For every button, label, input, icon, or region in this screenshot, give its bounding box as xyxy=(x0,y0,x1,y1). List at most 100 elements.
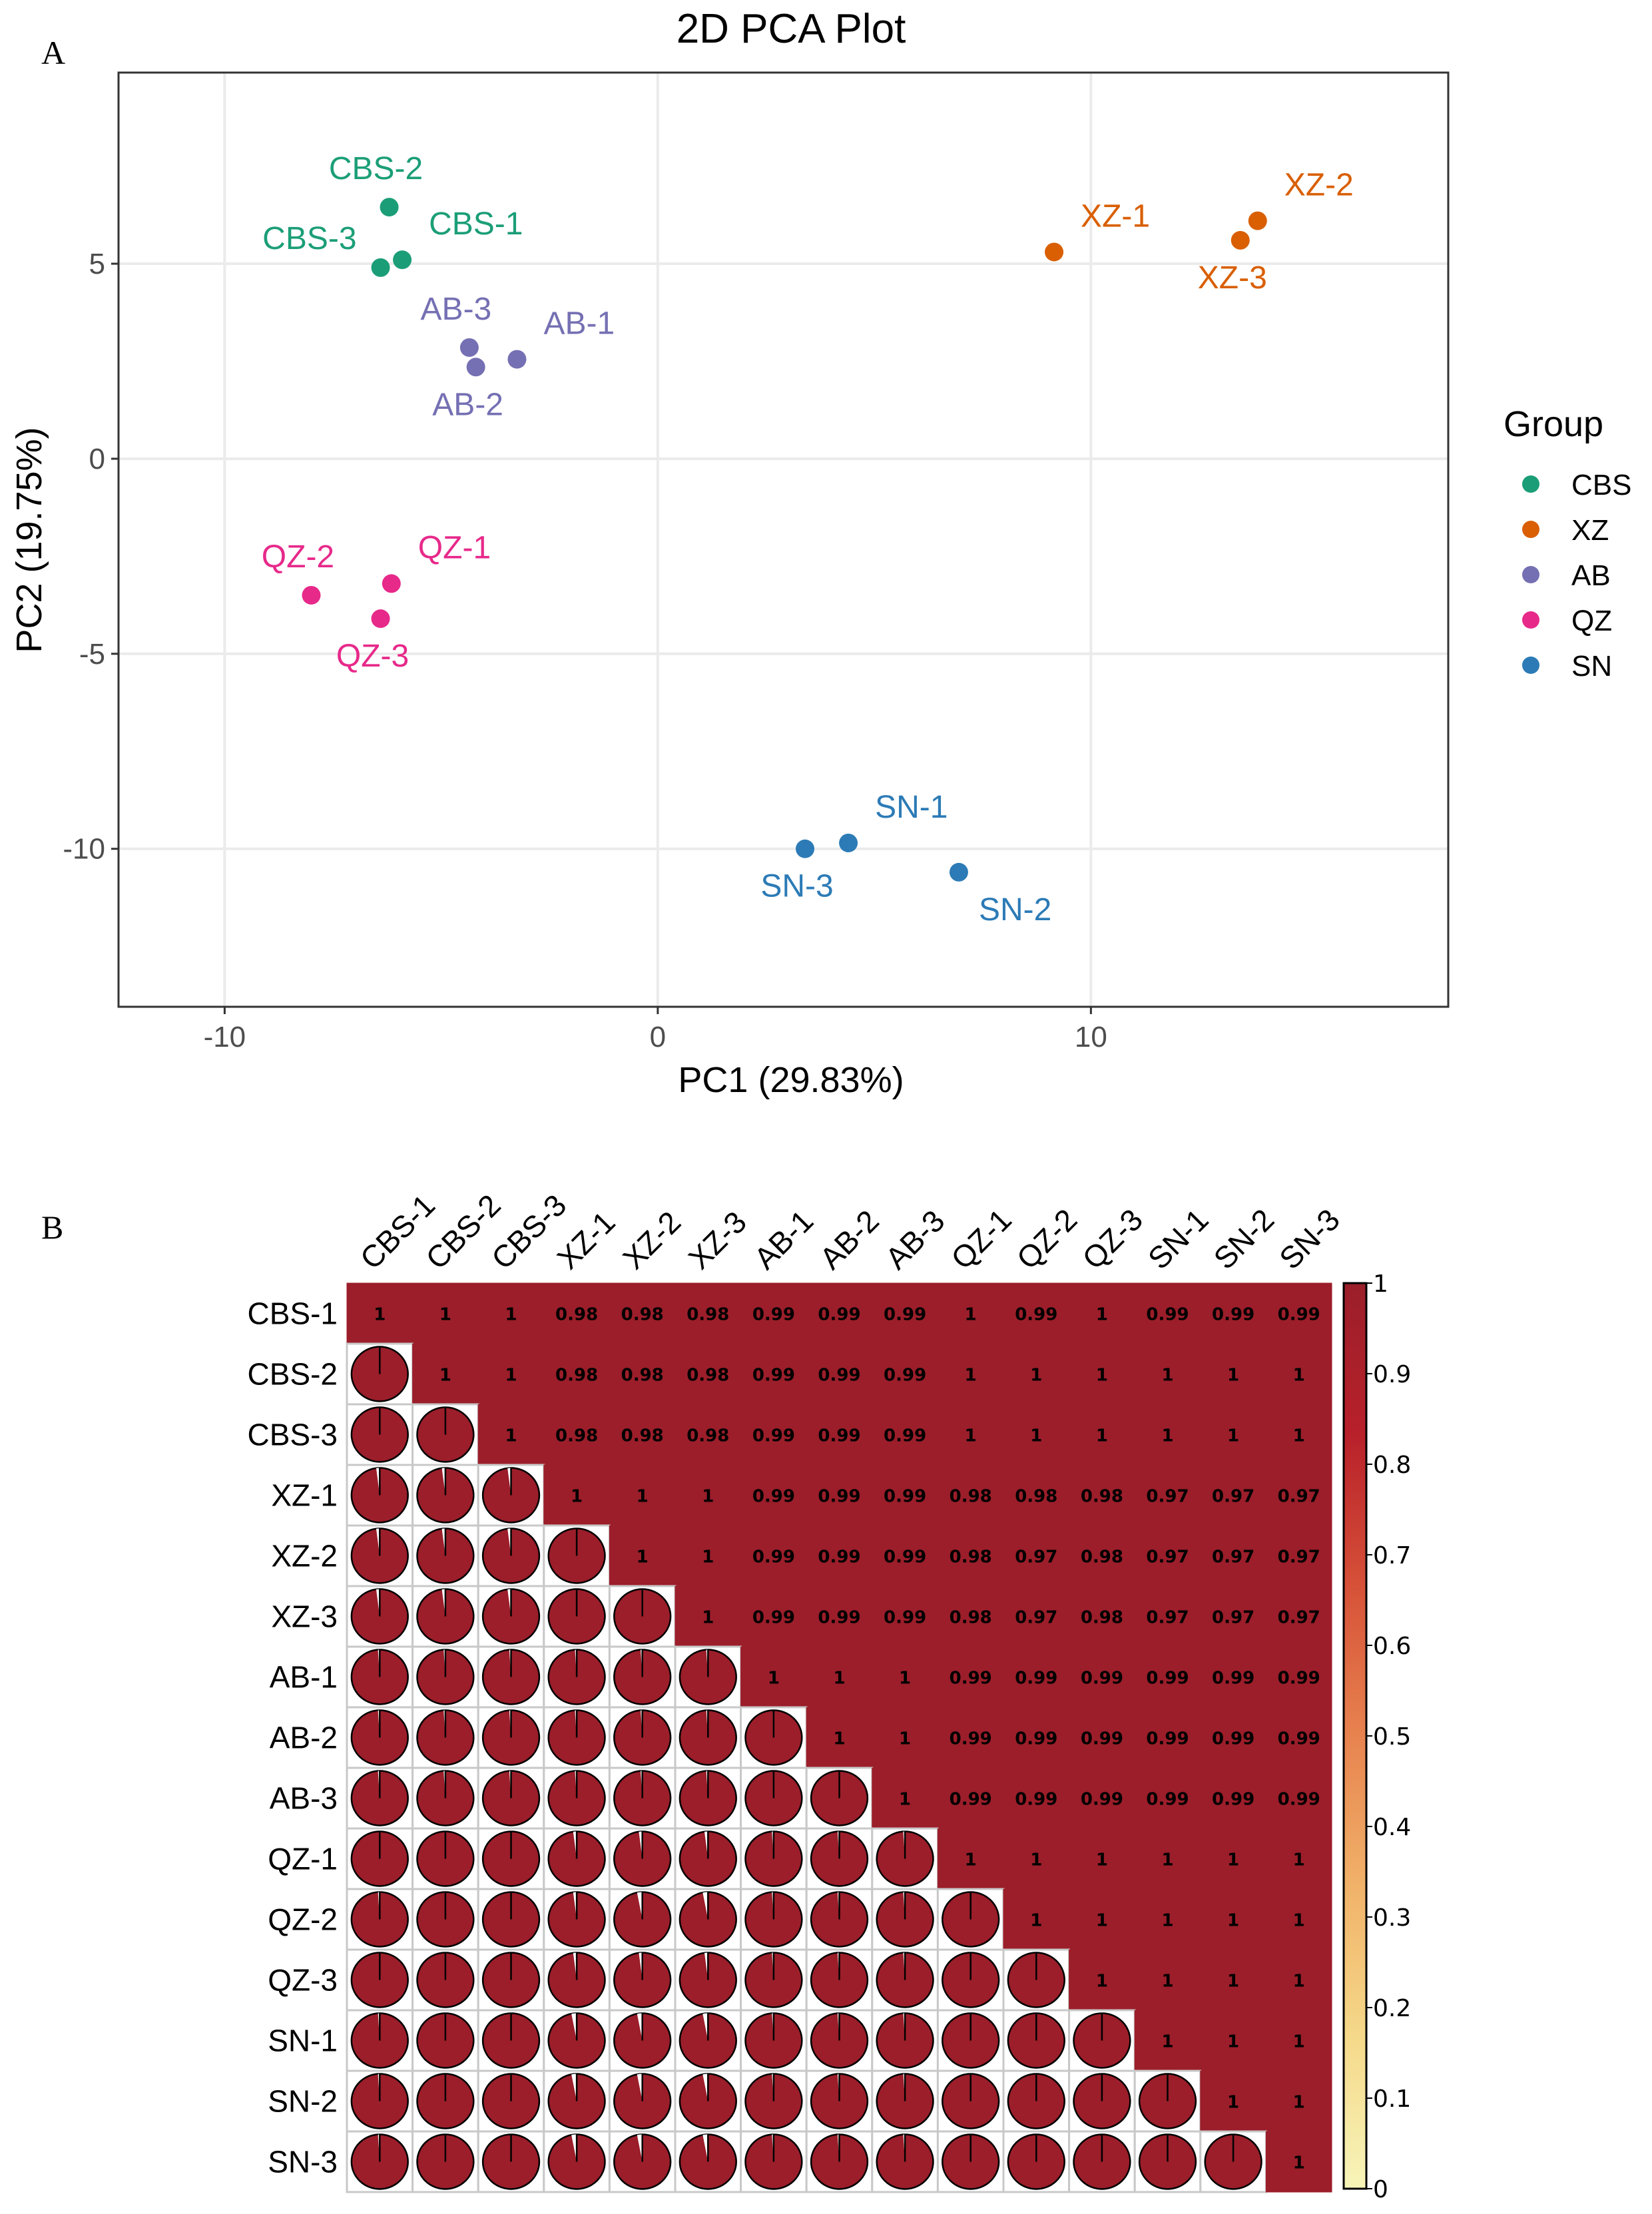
corr-cell xyxy=(1200,1343,1266,1405)
corr-value: 0.99 xyxy=(1278,1729,1320,1749)
x-tick-label: -10 xyxy=(204,1021,246,1053)
corr-value: 0.98 xyxy=(621,1305,664,1325)
corr-value: 1 xyxy=(1161,1426,1173,1446)
corr-cell xyxy=(740,1404,807,1466)
corr-value: 1 xyxy=(965,1305,977,1325)
point-label-cbs-3: CBS-3 xyxy=(262,221,356,256)
corr-value: 0.98 xyxy=(687,1305,729,1325)
legend-key-ab xyxy=(1522,566,1539,583)
data-point-cbs-3 xyxy=(371,258,390,277)
corr-value: 1 xyxy=(1227,1850,1239,1870)
corr-value: 0.98 xyxy=(950,1547,992,1567)
corr-cell xyxy=(872,1646,938,1708)
column-label: AB-2 xyxy=(813,1203,886,1276)
corr-cell xyxy=(937,1404,1004,1466)
corr-cell xyxy=(609,1343,676,1405)
corr-value: 0.99 xyxy=(884,1608,926,1628)
corr-value: 0.99 xyxy=(1015,1305,1057,1325)
corr-value: 0.98 xyxy=(1081,1608,1123,1628)
corr-cell xyxy=(806,1404,873,1466)
corr-cell xyxy=(1265,1707,1332,1769)
corr-cell xyxy=(872,1525,938,1587)
corr-cell xyxy=(1200,1404,1266,1466)
corr-pie-gap xyxy=(507,1528,511,1556)
corr-value: 0.99 xyxy=(1015,1669,1057,1689)
corr-value: 1 xyxy=(1096,1911,1108,1931)
corr-value: 0.99 xyxy=(1146,1729,1189,1749)
corr-cell xyxy=(937,1707,1004,1769)
column-label: SN-2 xyxy=(1207,1202,1280,1276)
corr-cell xyxy=(675,1525,742,1587)
data-point-xz-1 xyxy=(1045,242,1064,262)
corr-cell xyxy=(1069,1888,1135,1950)
corr-cell xyxy=(806,1707,873,1769)
corr-pie-gap xyxy=(704,1952,708,1980)
legend: Group CBS XZ AB QZ SN xyxy=(1504,404,1631,683)
corr-value: 0.99 xyxy=(1212,1669,1254,1689)
row-label: AB-3 xyxy=(270,1781,338,1816)
data-point-ab-3 xyxy=(459,338,479,357)
corr-value: 1 xyxy=(965,1426,977,1446)
corr-cell xyxy=(1003,1707,1070,1769)
corr-cell xyxy=(806,1525,873,1587)
row-label: XZ-2 xyxy=(271,1539,338,1573)
corr-value: 1 xyxy=(965,1366,977,1386)
corr-cell xyxy=(1134,1404,1201,1466)
corr-cell xyxy=(1003,1828,1070,1890)
corr-value: 0.99 xyxy=(1146,1669,1189,1689)
legend-title: Group xyxy=(1504,404,1603,444)
corr-cell xyxy=(1200,1464,1266,1526)
corr-value: 1 xyxy=(571,1487,583,1507)
corr-value: 0.99 xyxy=(1212,1305,1254,1325)
corr-value: 0.98 xyxy=(1081,1487,1123,1507)
data-point-cbs-1 xyxy=(393,250,412,270)
corr-value: 0.97 xyxy=(1278,1547,1320,1567)
corr-value: 1 xyxy=(637,1487,649,1507)
corr-value: 0.99 xyxy=(884,1547,926,1567)
corr-cell xyxy=(543,1464,610,1526)
corr-value: 0.99 xyxy=(752,1547,795,1567)
corr-value: 1 xyxy=(505,1426,517,1446)
corr-pie-gap xyxy=(702,2013,708,2041)
corr-value: 0.97 xyxy=(1015,1547,1057,1567)
corr-cell xyxy=(1134,1343,1201,1405)
corr-pie-gap xyxy=(571,2013,577,2041)
pca-axis-ticks: -10 0 10 -10 -5 0 5 xyxy=(63,248,1107,1053)
corr-cell xyxy=(1069,1464,1135,1526)
point-label-sn-3: SN-3 xyxy=(760,869,833,904)
corr-value: 1 xyxy=(833,1669,845,1689)
corr-value: 1 xyxy=(1227,1972,1239,1992)
corr-pie-gap xyxy=(507,1468,511,1496)
corr-pie-gap xyxy=(571,2074,577,2101)
corr-value: 1 xyxy=(899,1729,911,1749)
column-label: CBS-3 xyxy=(485,1187,573,1276)
corr-value: 0.99 xyxy=(1015,1729,1057,1749)
point-label-sn-1: SN-1 xyxy=(875,790,948,825)
point-label-xz-2: XZ-2 xyxy=(1284,168,1354,203)
x-tick-label: 0 xyxy=(650,1021,666,1053)
corr-cell xyxy=(1069,1828,1135,1890)
legend-key-xz xyxy=(1522,521,1539,538)
corr-pie-gap xyxy=(507,1589,511,1617)
data-point-ab-2 xyxy=(466,358,485,377)
corr-value: 1 xyxy=(1030,1850,1042,1870)
corr-value: 1 xyxy=(374,1305,386,1325)
corr-cell xyxy=(609,1404,676,1466)
corr-cell xyxy=(675,1343,742,1405)
corr-cell xyxy=(872,1767,938,1829)
row-label: SN-2 xyxy=(268,2084,338,2119)
corr-value: 0.99 xyxy=(818,1547,860,1567)
pca-gridlines xyxy=(119,73,1448,1007)
corr-value: 0.99 xyxy=(1081,1790,1123,1810)
corr-value: 1 xyxy=(1161,1850,1173,1870)
corr-value: 0.99 xyxy=(1015,1790,1057,1810)
legend-key-cbs xyxy=(1522,475,1539,493)
corr-value: 0.99 xyxy=(884,1426,926,1446)
corr-value: 0.99 xyxy=(950,1669,992,1689)
corr-value: 1 xyxy=(1293,1426,1305,1446)
data-point-qz-1 xyxy=(382,574,401,593)
corr-cell xyxy=(543,1343,610,1405)
corr-value: 1 xyxy=(833,1729,845,1749)
corr-value: 0.98 xyxy=(687,1366,729,1386)
corr-cell xyxy=(1200,2010,1266,2072)
